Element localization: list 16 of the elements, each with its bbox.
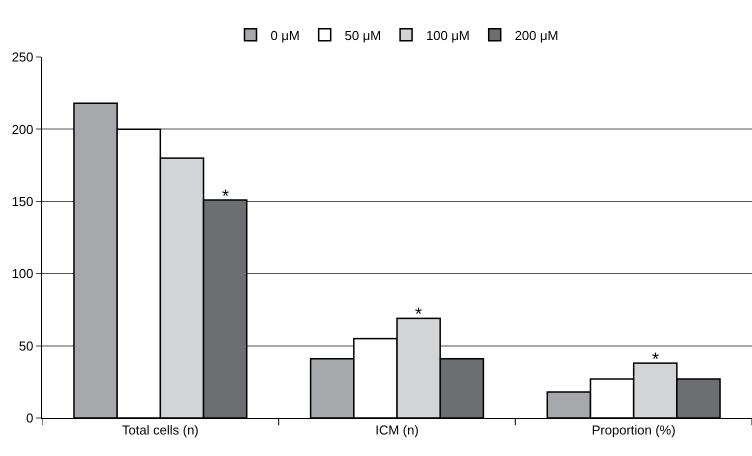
annotation: * (652, 349, 660, 369)
x-tick-label: ICM (n) (375, 422, 419, 438)
y-tick-label: 0 (26, 410, 34, 426)
x-tick-label: Total cells (n) (122, 422, 199, 438)
legend-label: 200 μM (514, 28, 558, 43)
y-tick-label: 200 (12, 122, 34, 137)
annotation: * (415, 304, 422, 324)
legend-label: 0 μM (270, 28, 300, 43)
y-tick-label: 100 (12, 266, 34, 282)
y-tick-label: 250 (12, 50, 34, 65)
y-tick-label: 50 (18, 338, 34, 354)
legend-label: 100 μM (426, 28, 470, 43)
annotation: * (222, 186, 230, 206)
y-tick-label: 150 (12, 194, 34, 209)
x-tick-label: Proportion (%) (592, 422, 676, 438)
legend-label: 50 μM (344, 28, 382, 43)
